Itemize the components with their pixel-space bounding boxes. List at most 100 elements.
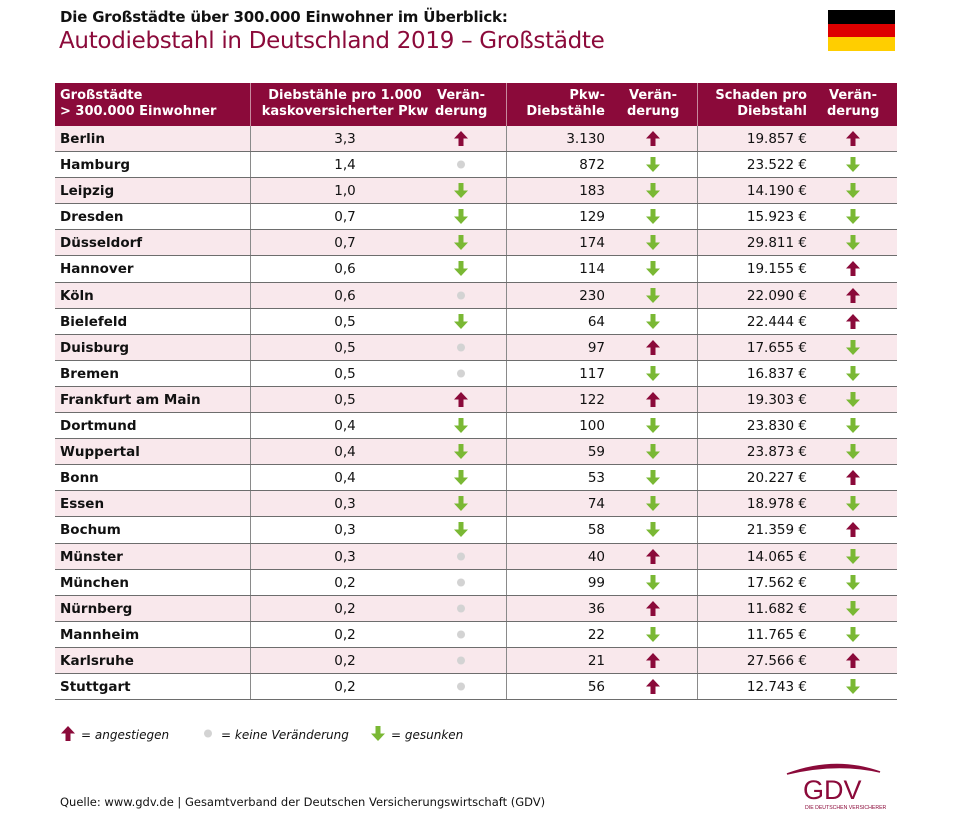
damage-per-theft: 21.359 € xyxy=(746,522,807,539)
legend-label: = angestiegen xyxy=(81,728,170,742)
column-divider xyxy=(250,673,251,700)
rate-change-dot-icon xyxy=(435,626,487,644)
gdv-logo: GDV DIE DEUTSCHEN VERSICHERER xyxy=(785,760,900,815)
damage-change-arrow-up-icon xyxy=(827,260,879,278)
column-divider xyxy=(250,543,251,569)
legend-label: = keine Veränderung xyxy=(221,728,349,742)
theft-table: Großstädte > 300.000 Einwohner Diebstähle… xyxy=(55,83,897,701)
theft-rate: 0,5 xyxy=(334,313,356,330)
city-name: Bremen xyxy=(60,365,119,382)
column-divider xyxy=(506,204,507,230)
column-divider xyxy=(697,621,698,647)
theft-count: 64 xyxy=(587,313,605,330)
theft-rate: 1,4 xyxy=(334,157,356,174)
theft-rate: 0,2 xyxy=(334,652,356,669)
column-divider xyxy=(250,386,251,413)
column-divider xyxy=(697,230,698,256)
column-divider xyxy=(506,334,507,360)
damage-change-arrow-up-icon xyxy=(827,313,879,331)
city-name: Nürnberg xyxy=(60,600,133,617)
count-change-arrow-down-icon xyxy=(627,208,679,226)
theft-count: 36 xyxy=(587,600,605,617)
damage-change-arrow-up-icon xyxy=(827,130,879,148)
count-change-arrow-down-icon xyxy=(627,156,679,174)
dot-icon xyxy=(200,725,216,745)
column-divider xyxy=(697,152,698,178)
city-name: Stuttgart xyxy=(60,678,131,695)
damage-change-arrow-down-icon xyxy=(827,156,879,174)
column-divider xyxy=(697,334,698,360)
table-body: Berlin 3,3 3.130 19.857 € Hamburg 1,4 872 23.52… xyxy=(55,126,897,701)
theft-count: 56 xyxy=(587,678,605,695)
column-divider xyxy=(250,308,251,334)
theft-rate: 0,3 xyxy=(334,522,356,539)
table-row: Bielefeld 0,5 64 22.444 € xyxy=(55,308,897,335)
theft-count: 40 xyxy=(587,548,605,565)
column-divider xyxy=(697,282,698,308)
damage-per-theft: 23.522 € xyxy=(746,157,807,174)
theft-rate: 0,7 xyxy=(334,235,356,252)
count-change-arrow-down-icon xyxy=(627,182,679,200)
rate-change-arrow-down-icon xyxy=(435,495,487,513)
city-name: Karlsruhe xyxy=(60,652,134,669)
count-change-arrow-down-icon xyxy=(627,495,679,513)
flag-stripe-gold xyxy=(828,37,895,52)
damage-change-arrow-down-icon xyxy=(827,678,879,696)
count-change-arrow-up-icon xyxy=(627,678,679,696)
city-name: Mannheim xyxy=(60,626,140,643)
column-divider xyxy=(506,673,507,700)
theft-rate: 0,6 xyxy=(334,261,356,278)
table-row: Leipzig 1,0 183 14.190 € xyxy=(55,178,897,205)
theft-count: 872 xyxy=(579,157,605,174)
damage-per-theft: 14.190 € xyxy=(746,183,807,200)
column-divider xyxy=(697,360,698,386)
rate-change-arrow-up-icon xyxy=(435,391,487,409)
table-row: Hamburg 1,4 872 23.522 € xyxy=(55,152,897,179)
column-divider xyxy=(697,465,698,491)
city-name: Dresden xyxy=(60,209,124,226)
damage-change-arrow-down-icon xyxy=(827,182,879,200)
rate-change-arrow-down-icon xyxy=(435,443,487,461)
damage-change-arrow-down-icon xyxy=(827,365,879,383)
svg-text:GDV: GDV xyxy=(803,775,862,805)
table-row: Stuttgart 0,2 56 12.743 € xyxy=(55,673,897,701)
table-row: Dresden 0,7 129 15.923 € xyxy=(55,204,897,231)
rate-change-dot-icon xyxy=(435,287,487,305)
table-row: Köln 0,6 230 22.090 € xyxy=(55,282,897,309)
column-divider xyxy=(250,621,251,647)
theft-count: 58 xyxy=(587,522,605,539)
damage-change-arrow-down-icon xyxy=(827,574,879,592)
table-row: München 0,2 99 17.562 € xyxy=(55,569,897,596)
table-header: Großstädte > 300.000 Einwohner Diebstähle… xyxy=(55,83,897,126)
column-divider xyxy=(250,647,251,673)
damage-change-arrow-down-icon xyxy=(827,600,879,618)
theft-count: 230 xyxy=(579,287,605,304)
rate-change-arrow-up-icon xyxy=(435,130,487,148)
count-change-arrow-up-icon xyxy=(627,652,679,670)
table-row: Münster 0,3 40 14.065 € xyxy=(55,543,897,570)
theft-rate: 0,3 xyxy=(334,496,356,513)
column-divider xyxy=(250,517,251,543)
column-divider xyxy=(250,491,251,517)
count-change-arrow-up-icon xyxy=(627,391,679,409)
damage-change-arrow-up-icon xyxy=(827,652,879,670)
theft-count: 97 xyxy=(587,339,605,356)
column-divider xyxy=(506,282,507,308)
damage-change-arrow-down-icon xyxy=(827,234,879,252)
count-change-arrow-down-icon xyxy=(627,260,679,278)
city-name: Münster xyxy=(60,548,123,565)
city-name: Hannover xyxy=(60,261,134,278)
header-thefts-change: Verän-derung xyxy=(627,88,680,119)
column-divider xyxy=(506,360,507,386)
column-divider xyxy=(250,83,251,126)
table-row: Frankfurt am Main 0,5 122 19.303 € xyxy=(55,386,897,414)
damage-per-theft: 22.090 € xyxy=(746,287,807,304)
column-divider xyxy=(250,230,251,256)
damage-per-theft: 17.655 € xyxy=(746,339,807,356)
subtitle: Die Großstädte über 300.000 Einwohner im… xyxy=(60,8,508,26)
column-divider xyxy=(506,517,507,543)
column-divider xyxy=(506,595,507,621)
damage-change-arrow-down-icon xyxy=(827,443,879,461)
city-name: Berlin xyxy=(60,131,105,147)
damage-per-theft: 18.978 € xyxy=(746,496,807,513)
